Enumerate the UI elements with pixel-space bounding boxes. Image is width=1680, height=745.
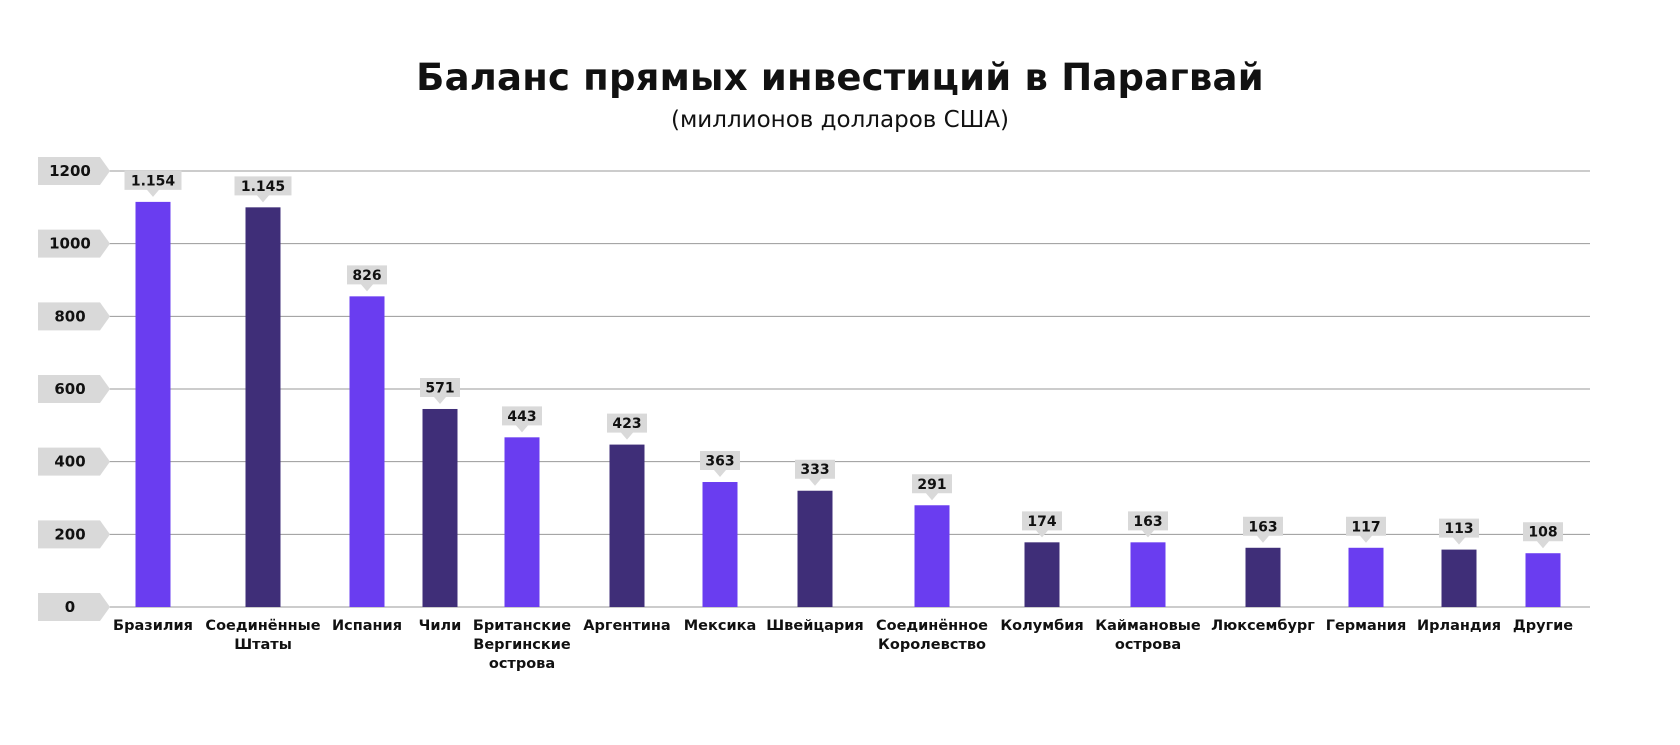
y-tick-tag — [38, 593, 110, 621]
bar — [422, 408, 458, 607]
value-label-box — [347, 265, 387, 292]
category-label: Британские Вергинские острова — [473, 618, 571, 672]
category-labels: Бразилия Соединённые Штаты Испания Чили Брита… — [113, 618, 1573, 672]
bar — [1525, 553, 1561, 607]
bars — [135, 201, 1561, 608]
value-label: 1.145 — [241, 179, 285, 195]
category-label: Соединённые Штаты — [205, 618, 320, 653]
value-label-box — [1346, 516, 1386, 543]
bar — [1024, 542, 1060, 607]
value-label: 443 — [507, 409, 536, 425]
y-tick-label: 200 — [54, 525, 85, 543]
value-label-box — [912, 474, 952, 501]
y-tick-label: 600 — [54, 380, 85, 398]
category-label: Аргентина — [583, 618, 670, 634]
value-label: 163 — [1248, 519, 1277, 535]
y-axis: 0 200 400 600 800 1000 1200 — [38, 157, 110, 621]
y-tick-tag — [38, 375, 110, 403]
bar — [914, 505, 950, 607]
bar — [1348, 547, 1384, 607]
value-label: 1.154 — [131, 173, 176, 189]
value-label-box — [420, 377, 460, 404]
category-label: Бразилия — [113, 618, 193, 634]
value-label-box — [234, 176, 292, 203]
bar — [1130, 542, 1166, 607]
value-label-box — [1243, 516, 1283, 543]
category-label: Люксембург — [1211, 618, 1315, 634]
value-label: 117 — [1351, 519, 1380, 535]
value-label-box — [502, 406, 542, 433]
bar — [1441, 549, 1477, 607]
y-tick-label: 1200 — [49, 162, 91, 180]
value-label-box — [1128, 511, 1168, 538]
value-label: 826 — [352, 268, 381, 284]
bar — [349, 296, 385, 607]
bar — [702, 482, 738, 607]
category-label: Другие — [1513, 618, 1573, 634]
y-tick-tag — [38, 447, 110, 476]
category-label: Каймановые острова — [1095, 618, 1201, 653]
category-label: Колумбия — [1000, 618, 1083, 634]
category-label: Германия — [1326, 618, 1407, 634]
value-label-box — [1022, 511, 1062, 538]
category-label: Испания — [332, 618, 402, 634]
y-tick-tag — [38, 157, 110, 185]
value-label: 363 — [705, 454, 734, 470]
value-label: 108 — [1528, 525, 1557, 541]
category-label: Мексика — [684, 618, 757, 634]
category-label: Ирландия — [1417, 618, 1501, 634]
value-label: 113 — [1444, 521, 1473, 537]
bar — [797, 490, 833, 607]
bar — [1245, 547, 1281, 607]
value-label-box — [607, 413, 647, 440]
value-label: 174 — [1027, 514, 1056, 530]
category-label: Швейцария — [766, 618, 863, 634]
gridlines — [105, 170, 1590, 608]
value-label: 163 — [1133, 514, 1162, 530]
y-tick-label: 0 — [65, 598, 75, 616]
value-label: 333 — [800, 462, 829, 478]
value-label-box — [700, 451, 740, 478]
bar — [135, 201, 171, 607]
y-tick-tag — [38, 302, 110, 331]
value-label: 571 — [425, 380, 454, 396]
y-tick-label: 400 — [54, 453, 85, 471]
y-tick-label: 800 — [54, 307, 85, 325]
chart-subtitle: (миллионов долларов США) — [670, 107, 1010, 133]
bar — [245, 207, 281, 608]
value-label-box — [1439, 518, 1479, 545]
bar — [504, 437, 540, 607]
value-label-box — [1523, 522, 1563, 549]
value-label-box — [795, 459, 835, 486]
value-label: 423 — [612, 416, 641, 432]
value-labels: 1.154 1.145 826 571 443 423 363 333 291 174 163 163… — [124, 170, 1563, 549]
value-label-box — [124, 170, 182, 197]
y-tick-label: 1000 — [49, 235, 91, 253]
y-tick-tag — [38, 520, 110, 549]
category-label: Чили — [419, 618, 462, 634]
value-label: 291 — [917, 477, 946, 493]
bar — [609, 444, 645, 607]
category-label: Соединённое Королевство — [876, 618, 988, 653]
chart-title: Баланс прямых инвестиций в Парагвай — [416, 56, 1264, 99]
y-tick-tag — [38, 229, 110, 258]
